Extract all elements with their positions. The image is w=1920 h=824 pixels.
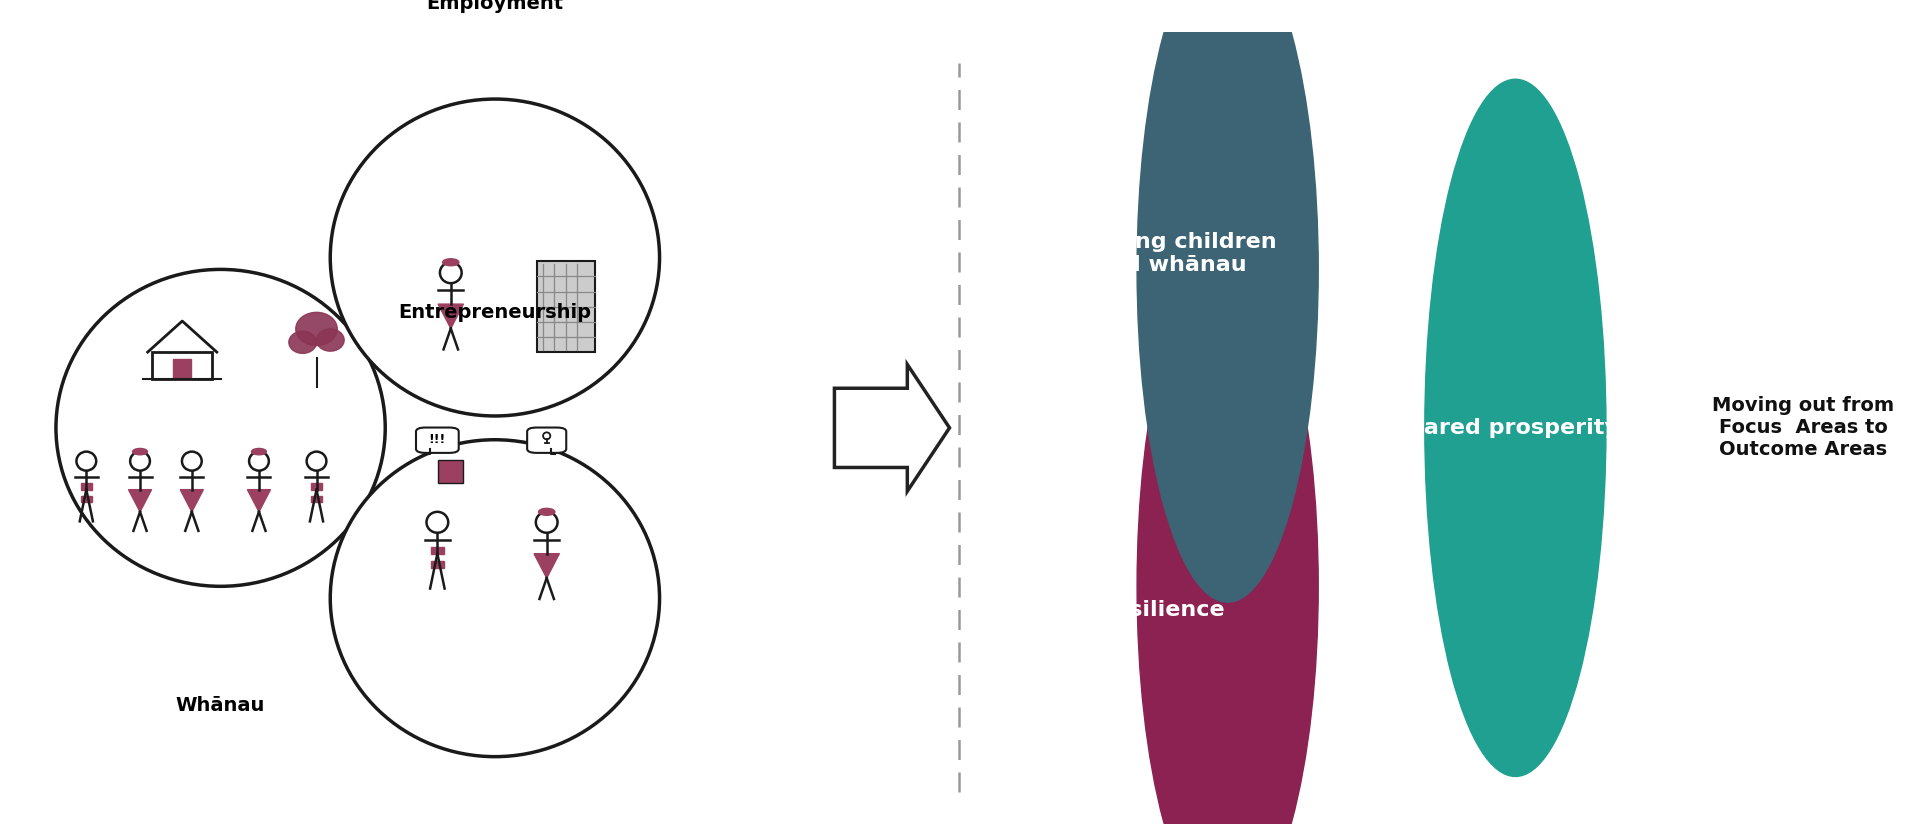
Text: Whānau: Whānau [177, 695, 265, 714]
Polygon shape [180, 489, 204, 512]
Polygon shape [129, 489, 152, 512]
Text: Entrepreneurship: Entrepreneurship [399, 303, 591, 322]
Bar [311, 484, 323, 489]
Bar [152, 352, 213, 379]
Bar [81, 484, 92, 489]
Ellipse shape [288, 331, 317, 353]
Bar [438, 460, 463, 484]
Ellipse shape [444, 259, 459, 266]
Text: Moving out from
Focus  Areas to
Outcome Areas: Moving out from Focus Areas to Outcome A… [1713, 396, 1895, 459]
Ellipse shape [317, 329, 344, 351]
Text: Shared prosperity: Shared prosperity [1392, 418, 1619, 438]
Ellipse shape [56, 269, 386, 587]
Ellipse shape [1137, 254, 1319, 824]
Text: Resilience: Resilience [1096, 600, 1225, 620]
Polygon shape [248, 489, 271, 512]
Ellipse shape [330, 99, 660, 416]
Ellipse shape [132, 448, 148, 455]
Ellipse shape [1137, 0, 1319, 602]
Ellipse shape [1425, 79, 1605, 776]
Bar [430, 546, 444, 554]
Bar [173, 358, 192, 379]
Polygon shape [438, 304, 463, 329]
Bar [311, 496, 323, 503]
FancyBboxPatch shape [528, 428, 566, 453]
Text: Employment: Employment [426, 0, 563, 13]
Bar [538, 261, 595, 353]
Text: Thriving children
and whānau: Thriving children and whānau [1064, 232, 1277, 275]
Bar [430, 560, 444, 568]
Ellipse shape [538, 508, 555, 515]
Ellipse shape [296, 312, 338, 345]
Polygon shape [534, 554, 559, 578]
FancyArrow shape [835, 364, 950, 491]
Bar [81, 496, 92, 503]
Ellipse shape [330, 440, 660, 756]
Ellipse shape [252, 448, 267, 455]
Text: !!!: !!! [428, 433, 445, 446]
FancyBboxPatch shape [417, 428, 459, 453]
